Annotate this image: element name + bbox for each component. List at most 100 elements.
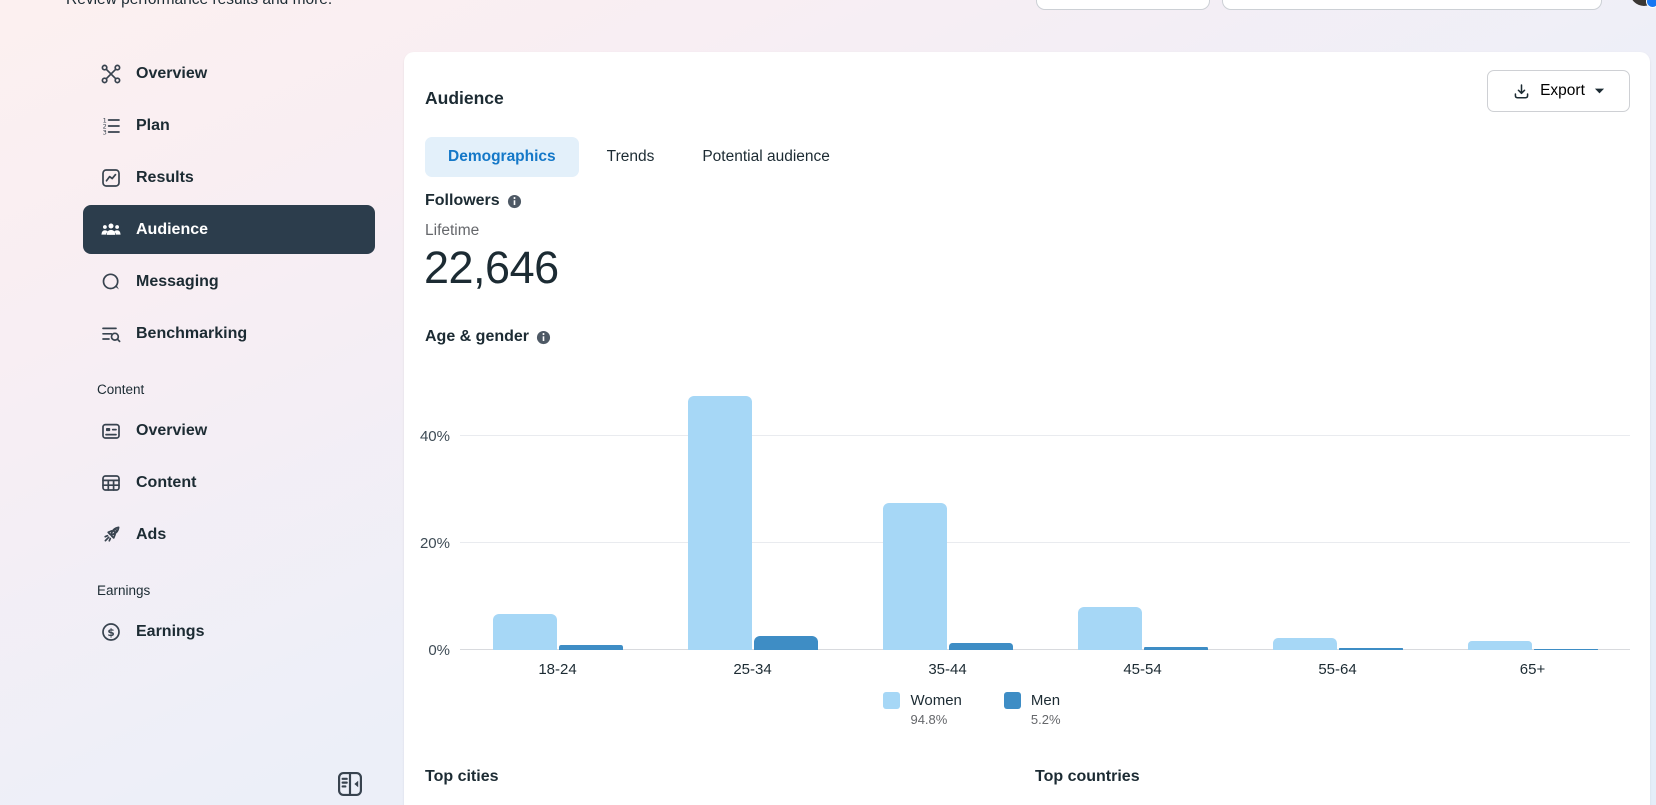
legend-swatch-women	[883, 692, 901, 709]
sidebar-section-label-content: Content	[97, 382, 145, 397]
info-icon[interactable]	[536, 330, 551, 345]
bar-men-18-24	[558, 645, 623, 650]
bar-group-55-64	[1240, 380, 1435, 650]
sidebar-item-label: Content	[136, 473, 197, 491]
svg-text:$: $	[107, 627, 114, 639]
legend-label: Men	[1030, 692, 1061, 709]
sidebar-item-plan[interactable]: 1 2 3 Plan	[83, 101, 375, 150]
avatar-notification-badge	[1646, 0, 1656, 8]
top-countries-heading: Top countries	[1035, 768, 1140, 785]
bar-women-45-54	[1077, 607, 1142, 650]
chart-legend: Women 94.8% Men 5.2%	[387, 692, 1557, 727]
svg-text:3: 3	[103, 128, 107, 136]
gridline-0	[460, 649, 1630, 650]
ads-rocket-icon	[100, 524, 122, 546]
sidebar-item-label: Overview	[136, 421, 208, 439]
bar-group-65	[1435, 380, 1630, 650]
x-axis-label-25-34: 25-34	[733, 661, 772, 678]
tab-demographics[interactable]: Demographics	[425, 137, 579, 177]
gridline-40	[460, 435, 1630, 436]
x-axis-label-65: 65+	[1519, 661, 1546, 678]
chevron-down-icon	[1594, 88, 1604, 94]
legend-entry: Men	[1003, 692, 1061, 709]
tab-trends[interactable]: Trends	[606, 148, 655, 165]
sidebar-item-results[interactable]: Results	[83, 153, 375, 202]
bar-women-25-34	[687, 395, 752, 650]
y-axis-tick-label: 20%	[419, 535, 450, 552]
y-axis-tick-label: 40%	[419, 428, 450, 445]
sidebar-nav: Overview 1 2 3 Plan Results Audience Messaging B…	[83, 49, 375, 659]
legend-entry: Women	[883, 692, 962, 709]
followers-period: Lifetime	[425, 222, 480, 239]
audience-people-icon	[100, 219, 122, 241]
bar-women-18-24	[492, 613, 557, 650]
sidebar-item-label: Plan	[136, 116, 170, 134]
results-chart-icon	[100, 167, 122, 189]
collapse-sidebar-button[interactable]	[335, 769, 365, 799]
collapse-sidebar-icon	[338, 772, 362, 796]
bar-men-55-64	[1338, 648, 1403, 650]
chart-bar-groups	[460, 380, 1630, 650]
sidebar-item-overview[interactable]: Overview	[83, 49, 375, 98]
x-axis-label-18-24: 18-24	[538, 661, 577, 678]
sidebar-item-label: Earnings	[136, 622, 205, 640]
sidebar-item-label: Audience	[136, 220, 209, 238]
content-table-icon	[100, 472, 122, 494]
tabs: Demographics Trends Potential audience	[425, 137, 854, 177]
chart-x-axis: 18-24 25-34 35-44 45-54 55-64 65+	[460, 661, 1630, 678]
topbar-control-right[interactable]	[1222, 0, 1602, 10]
info-icon[interactable]	[507, 194, 522, 209]
followers-heading: Followers	[425, 192, 522, 210]
age-gender-heading: Age & gender	[425, 328, 551, 346]
bar-group-18-24	[460, 380, 655, 650]
sidebar-item-audience[interactable]: Audience	[83, 205, 375, 254]
sidebar-item-content-content[interactable]: Content	[83, 458, 375, 507]
y-axis-tick-label: 0%	[428, 642, 450, 659]
legend-label: Women	[910, 692, 962, 709]
page-title: Audience	[425, 87, 504, 108]
gridline-20	[460, 542, 1630, 543]
x-axis-label-55-64: 55-64	[1318, 661, 1357, 678]
legend-share-men: 5.2%	[1030, 712, 1061, 727]
sidebar-section-label-earnings: Earnings	[97, 583, 151, 598]
earnings-dollar-icon: $	[100, 621, 122, 643]
export-button[interactable]: Export	[1487, 70, 1630, 112]
age-gender-chart: 0% 20% 40% 18-24 25-34 35-44 45-54 55-64 65+ Wo…	[420, 380, 1630, 727]
export-button-label: Export	[1540, 82, 1585, 99]
sidebar-item-label: Benchmarking	[136, 324, 248, 342]
sidebar-item-earnings-earnings[interactable]: $ Earnings	[83, 607, 375, 656]
x-axis-label-35-44: 35-44	[928, 661, 967, 678]
tab-potential-audience[interactable]: Potential audience	[702, 148, 830, 165]
svg-text:2: 2	[103, 122, 107, 130]
bar-men-65	[1533, 648, 1598, 650]
sidebar-item-content-ads[interactable]: Ads	[83, 510, 375, 559]
bar-group-45-54	[1045, 380, 1240, 650]
sidebar-item-benchmarking[interactable]: Benchmarking	[83, 309, 375, 358]
overview-nodes-icon	[100, 63, 122, 85]
svg-text:1: 1	[103, 116, 107, 124]
chart-plot-area: 0% 20% 40%	[420, 380, 1630, 659]
bar-women-55-64	[1272, 638, 1337, 650]
followers-count: 22,646	[424, 242, 559, 293]
bar-men-45-54	[1143, 647, 1208, 650]
avatar[interactable]	[1630, 0, 1656, 6]
bar-group-35-44	[850, 380, 1045, 650]
bar-men-25-34	[753, 636, 818, 650]
sidebar-item-messaging[interactable]: Messaging	[83, 257, 375, 306]
age-gender-heading-label: Age & gender	[425, 328, 530, 345]
topbar-control-left[interactable]	[1036, 0, 1210, 10]
bar-men-35-44	[948, 642, 1013, 650]
content-overview-card-icon	[100, 420, 122, 442]
followers-heading-label: Followers	[425, 192, 500, 209]
sidebar-item-label: Ads	[136, 525, 167, 543]
sidebar-item-label: Results	[136, 168, 194, 186]
bar-women-35-44	[882, 502, 947, 650]
x-axis-label-45-54: 45-54	[1123, 661, 1162, 678]
sidebar-item-label: Messaging	[136, 272, 219, 290]
audience-panel: Audience Export Demographics Trends Potent…	[404, 52, 1650, 805]
legend-share-women: 94.8%	[910, 712, 948, 727]
sidebar-item-content-overview[interactable]: Overview	[83, 406, 375, 455]
legend-swatch-men	[1003, 692, 1021, 709]
